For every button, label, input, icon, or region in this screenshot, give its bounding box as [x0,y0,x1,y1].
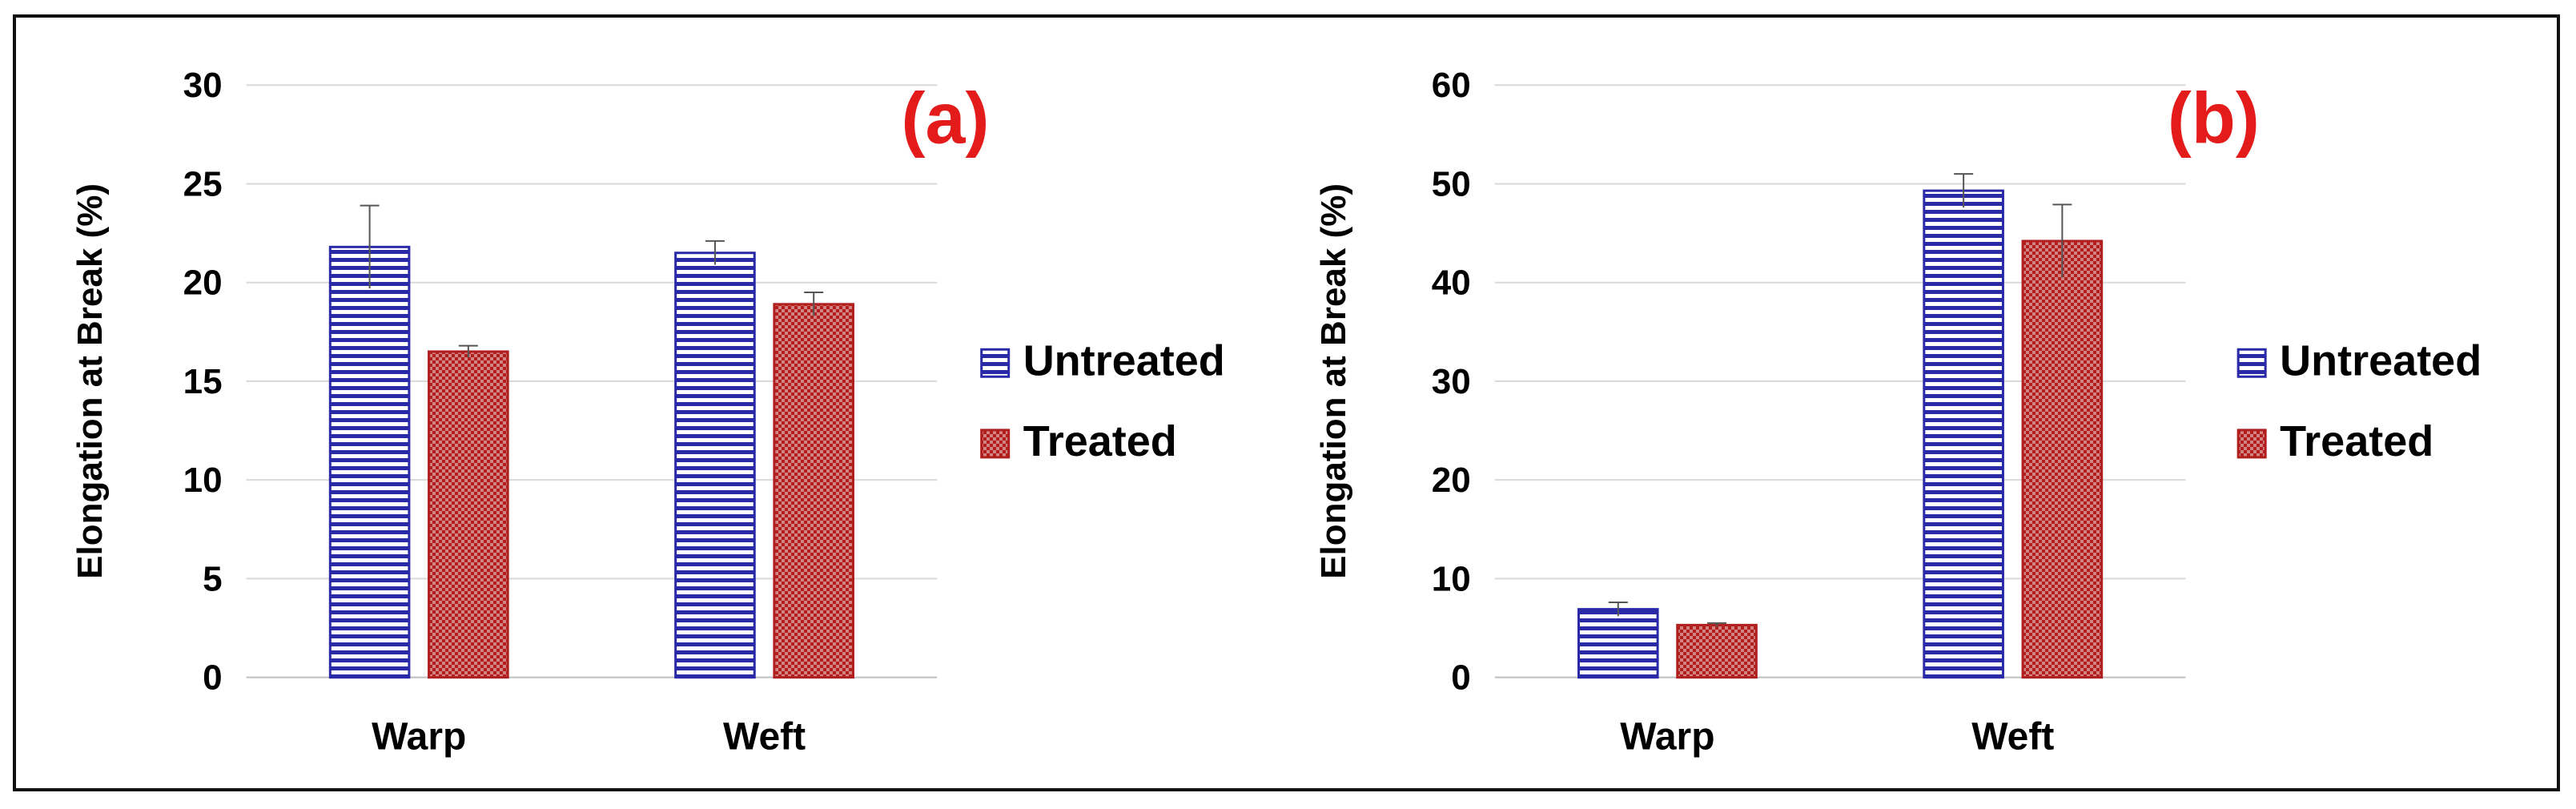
y-tick-label: 25 [183,164,223,203]
legend-swatch-untreated [2236,348,2267,378]
y-tick-label: 20 [1432,461,1471,500]
chart-svg: 0 5 10 15 20 25 30 Elongation at Break (%) Warp W… [70,66,1225,759]
y-tick-label: 20 [183,264,223,303]
y-tick-label: 30 [183,66,223,105]
y-tick-label: 50 [1432,164,1471,203]
chart-svg: 0 10 20 30 40 50 60 Elongation at Break (%) Warp… [1314,66,2482,759]
legend-label-treated: Treated [2280,417,2433,465]
legend-label-untreated: Untreated [1023,336,1225,384]
y-tick-label: 40 [1432,264,1471,303]
chart-panel-b: 0 10 20 30 40 50 60 Elongation at Break (%) Warp… [1289,18,2562,788]
legend-label-untreated: Untreated [2280,336,2482,384]
bar-treated-warp [428,350,509,679]
bar-treated-weft [2021,239,2104,679]
bar-untreated-warp [328,245,411,679]
y-tick-label: 30 [1432,362,1471,401]
panel-tag: (b) [2168,79,2260,159]
y-axis-label: Elongation at Break (%) [70,183,110,579]
y-tick-label: 5 [203,559,222,598]
panel-tag: (a) [902,79,990,159]
y-tick-label: 0 [203,658,222,698]
y-tick-label: 0 [1451,658,1470,698]
legend-label-treated: Treated [1023,417,1177,465]
figure-frame: 0 5 10 15 20 25 30 Elongation at Break (%) Warp W… [13,14,2560,791]
y-axis-label: Elongation at Break (%) [1314,183,1353,579]
x-category-label: Weft [723,716,806,759]
x-category-label: Weft [1971,716,2054,759]
legend-swatch-untreated [980,348,1011,378]
bar-untreated-weft [674,252,756,679]
y-tick-label: 10 [183,461,223,500]
legend-swatch-treated [2236,429,2267,459]
bar-treated-warp [1676,623,1758,679]
legend-swatch-treated [980,429,1011,459]
y-tick-label: 15 [183,362,223,401]
bar-untreated-weft [1923,189,2004,679]
y-tick-label: 60 [1432,66,1471,105]
bar-treated-weft [773,303,854,679]
x-category-label: Warp [1620,716,1714,759]
y-tick-label: 10 [1432,559,1471,598]
bar-untreated-warp [1577,608,1659,679]
chart-panel-a: 0 5 10 15 20 25 30 Elongation at Break (%) Warp W… [16,18,1289,788]
x-category-label: Warp [372,716,466,759]
